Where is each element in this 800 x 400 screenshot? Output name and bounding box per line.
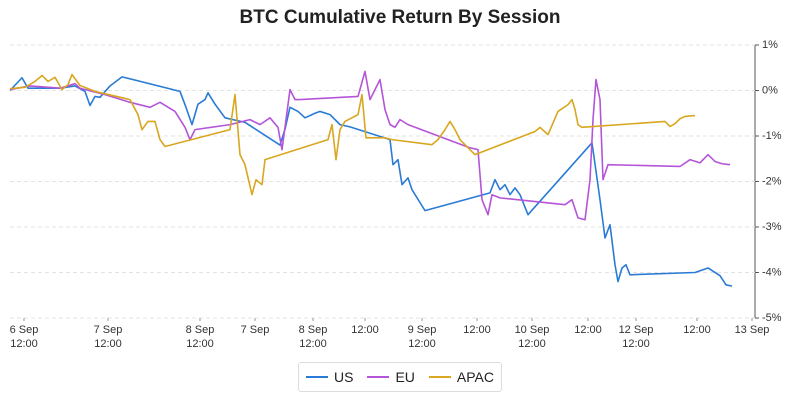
x-tick-label: 12:00 [463,324,491,336]
legend-swatch [428,375,451,379]
x-tick-label: 12:00 [574,324,602,336]
legend-swatch [367,375,390,379]
x-tick-label: 6 Sep 12:00 [9,324,39,350]
legend-label: EU [395,369,415,385]
x-tick-label: 8 Sep 12:00 [185,324,215,350]
y-tick-label: -2% [762,175,782,187]
x-tick-label: 9 Sep 12:00 [407,324,437,350]
series-line [9,70,731,221]
x-tick-label: 10 Sep 12:00 [514,324,550,350]
y-tick-label: 1% [762,39,778,51]
legend: US EU APAC [298,362,502,392]
legend-swatch [306,375,328,379]
y-tick-label: -3% [762,221,782,233]
y-tick-label: 0% [762,84,778,96]
x-tick-label: 12 Sep 12:00 [618,324,654,350]
legend-label: APAC [456,369,494,385]
legend-item: US [306,369,353,385]
legend-item: APAC [428,369,494,385]
x-tick-label: 7 Sep 12:00 [93,324,123,350]
legend-label: US [334,369,354,385]
series-line [9,76,733,287]
x-tick-label: 13 Sep [734,324,770,336]
x-tick-label: 12:00 [683,324,711,336]
y-tick-label: -4% [762,266,782,278]
y-tick-label: -5% [762,312,782,324]
chart-title: BTC Cumulative Return By Session [240,7,561,28]
series-line [9,73,696,196]
y-tick-label: -1% [762,130,782,142]
x-tick-label: 8 Sep 12:00 [298,324,328,350]
x-tick-label: 7 Sep [240,324,270,336]
legend-item: EU [367,369,415,385]
x-tick-label: 12:00 [351,324,379,336]
